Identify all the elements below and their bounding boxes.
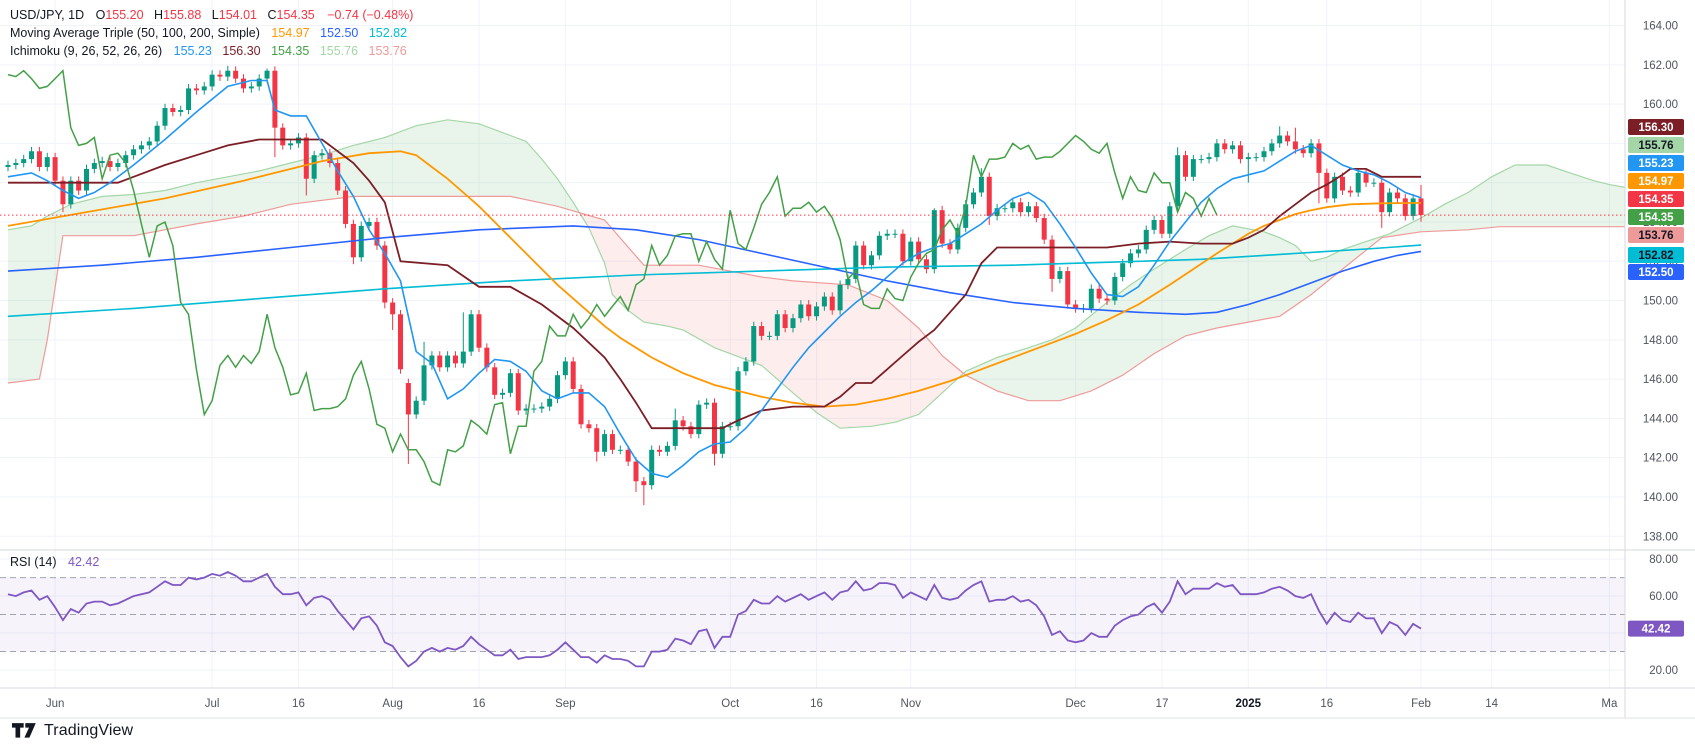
svg-text:150.00: 150.00 [1643, 296, 1678, 308]
svg-text:Nov: Nov [901, 698, 922, 710]
svg-text:2025: 2025 [1236, 698, 1262, 710]
svg-text:Dec: Dec [1065, 698, 1086, 710]
svg-text:Sep: Sep [555, 698, 575, 710]
rsi-line [7, 571, 1422, 668]
svg-text:148.00: 148.00 [1643, 335, 1678, 347]
price-axis-badges: 156.30 155.76 155.23 154.97 154.35 154.35 153.… [1628, 119, 1684, 637]
ichimoku-chikou-value: 154.35 [271, 44, 310, 58]
ichimoku-legend-row[interactable]: Ichimoku (9, 26, 52, 26, 26) 155.23 156.… [10, 42, 414, 60]
ichimoku-senkou-a-value: 155.76 [319, 44, 359, 58]
ohlc-open: O155.20 [95, 8, 144, 22]
ma-legend-row[interactable]: Moving Average Triple (50, 100, 200, Sim… [10, 24, 414, 42]
ichimoku-cloud [8, 119, 1625, 429]
svg-text:164.00: 164.00 [1643, 21, 1678, 33]
price-pane [0, 65, 1625, 506]
tradingview-logo-text: TradingView [44, 722, 134, 739]
rsi-indicator-name: RSI (14) [10, 555, 57, 569]
svg-text:20.00: 20.00 [1649, 665, 1678, 677]
tradingview-logo[interactable]: TradingView [12, 722, 133, 740]
indicator-legend: USD/JPY, 1D O155.20 H155.88 L154.01 C154… [10, 6, 414, 60]
ma100-line [7, 225, 1422, 316]
svg-text:Jul: Jul [205, 698, 220, 710]
ma200-line [7, 244, 1422, 318]
kijun-line [8, 138, 1421, 430]
svg-text:60.00: 60.00 [1649, 591, 1678, 603]
change-value: −0.74 (−0.48%) [327, 8, 414, 22]
svg-text:153.76: 153.76 [1638, 230, 1673, 242]
svg-text:154.97: 154.97 [1638, 176, 1673, 188]
svg-text:Aug: Aug [382, 698, 402, 710]
svg-text:16: 16 [292, 698, 305, 710]
tradingview-logo-mark [12, 723, 36, 738]
svg-text:156.30: 156.30 [1638, 122, 1673, 134]
svg-text:155.76: 155.76 [1638, 140, 1673, 152]
svg-text:80.00: 80.00 [1649, 554, 1678, 566]
svg-text:Ma: Ma [1601, 698, 1618, 710]
svg-text:138.00: 138.00 [1643, 531, 1678, 543]
ohlc-low: L154.01 [211, 8, 257, 22]
svg-text:42.42: 42.42 [1642, 624, 1671, 636]
svg-text:155.23: 155.23 [1638, 158, 1673, 170]
svg-text:Oct: Oct [721, 698, 740, 710]
svg-text:17: 17 [1156, 698, 1169, 710]
symbol-legend-row[interactable]: USD/JPY, 1D O155.20 H155.88 L154.01 C154… [10, 6, 414, 24]
ichimoku-senkou-b-value: 153.76 [368, 44, 407, 58]
ohlc-high: H155.88 [154, 8, 202, 22]
svg-text:Jun: Jun [46, 698, 65, 710]
svg-text:146.00: 146.00 [1643, 374, 1678, 386]
ma50-value: 154.97 [271, 26, 310, 40]
svg-text:154.35: 154.35 [1638, 194, 1674, 206]
ichimoku-tenkan-value: 155.23 [173, 44, 212, 58]
ma-indicator-name: Moving Average Triple (50, 100, 200, Sim… [10, 26, 260, 40]
ohlc-close: C154.35 [267, 8, 315, 22]
ichimoku-indicator-name: Ichimoku (9, 26, 52, 26, 26) [10, 44, 163, 58]
svg-text:154.35: 154.35 [1638, 212, 1674, 224]
svg-text:160.00: 160.00 [1643, 99, 1678, 111]
svg-text:152.82: 152.82 [1638, 250, 1673, 262]
svg-text:16: 16 [1320, 698, 1333, 710]
ma100-value: 152.50 [320, 26, 359, 40]
pane-separators[interactable] [0, 0, 1695, 719]
svg-text:142.00: 142.00 [1643, 453, 1678, 465]
svg-text:Feb: Feb [1411, 698, 1431, 710]
svg-text:162.00: 162.00 [1643, 60, 1678, 72]
candlestick-series [5, 65, 1424, 506]
svg-text:14: 14 [1485, 698, 1498, 710]
rsi-value: 42.42 [68, 555, 100, 569]
svg-text:16: 16 [810, 698, 823, 710]
rsi-pane [0, 571, 1625, 668]
time-axis[interactable]: Jun Jul 16 Aug 16 Sep Oct 16 Nov Dec 17 2025 16 Feb 14… [46, 698, 1618, 710]
rsi-value-badge [1628, 620, 1684, 637]
symbol-title: USD/JPY, 1D [10, 8, 85, 22]
svg-text:16: 16 [473, 698, 486, 710]
lagging-span-line [7, 69, 1218, 487]
svg-text:144.00: 144.00 [1643, 413, 1678, 425]
rsi-legend-row[interactable]: RSI (14) 42.42 [10, 555, 99, 569]
ma200-value: 152.82 [368, 26, 408, 40]
svg-text:140.00: 140.00 [1643, 492, 1678, 504]
ichimoku-kijun-value: 156.30 [222, 44, 261, 58]
svg-text:152.50: 152.50 [1638, 267, 1673, 279]
tenkan-line [7, 79, 1422, 479]
